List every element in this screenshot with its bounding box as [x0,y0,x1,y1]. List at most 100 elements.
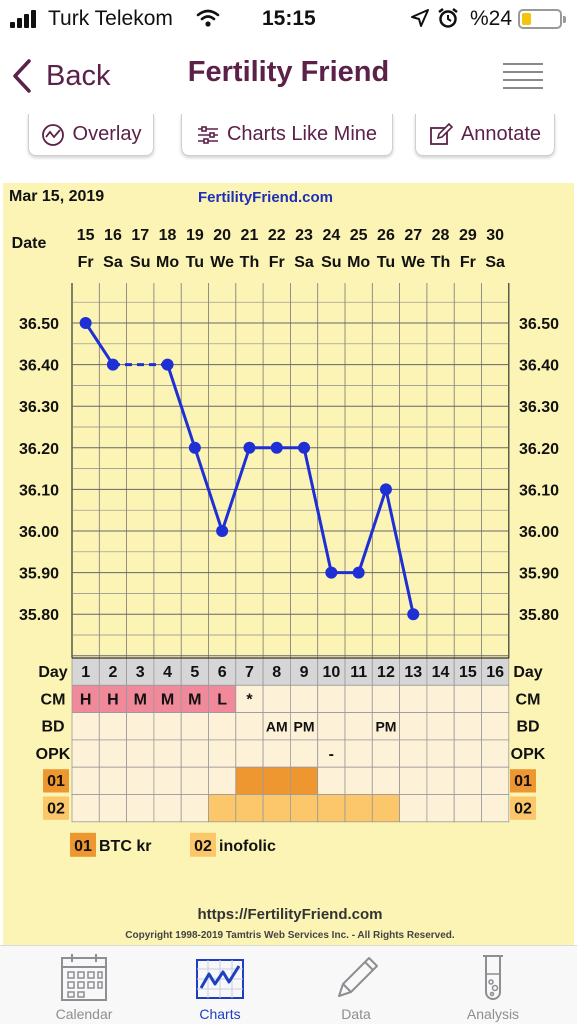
temperature-point[interactable] [188,441,201,454]
row-cell-opk[interactable] [262,739,291,768]
row-cell-opk[interactable] [481,739,510,768]
row-cell-r02[interactable] [262,794,291,823]
row-cell-bd[interactable] [426,712,455,741]
row-cell-day[interactable] [262,657,291,686]
row-cell-bd[interactable] [126,712,155,741]
charts-like-mine-button[interactable]: Charts Like Mine [181,114,393,156]
row-cell-bd[interactable] [262,712,291,741]
row-cell-r01[interactable] [453,766,482,795]
row-cell-cm[interactable] [153,684,182,713]
row-cell-r02[interactable] [71,794,100,823]
row-cell-cm[interactable] [126,684,155,713]
row-cell-r01[interactable] [153,766,182,795]
row-cell-day[interactable] [426,657,455,686]
row-cell-bd[interactable] [344,712,373,741]
row-cell-r01[interactable] [71,766,100,795]
row-cell-r02[interactable] [98,794,128,823]
row-cell-r02[interactable] [399,794,428,823]
row-cell-r01[interactable] [180,766,209,795]
row-cell-r01[interactable] [426,766,455,795]
row-cell-cm[interactable] [481,684,510,713]
row-cell-cm[interactable] [262,684,291,713]
temperature-point[interactable] [106,358,119,371]
row-cell-bd[interactable] [235,712,264,741]
row-cell-opk[interactable] [71,739,100,768]
row-cell-opk[interactable] [180,739,209,768]
row-cell-day[interactable] [126,657,155,686]
row-cell-cm[interactable] [98,684,128,713]
row-cell-bd[interactable] [180,712,209,741]
row-cell-opk[interactable] [153,739,182,768]
row-cell-bd[interactable] [71,712,100,741]
row-cell-r02[interactable] [481,794,510,823]
row-cell-cm[interactable] [371,684,400,713]
row-cell-r02[interactable] [289,794,319,823]
row-cell-opk[interactable] [371,739,400,768]
row-cell-opk[interactable] [344,739,373,768]
row-cell-opk[interactable] [126,739,155,768]
row-cell-cm[interactable] [180,684,209,713]
row-cell-bd[interactable] [317,712,346,741]
row-cell-r02[interactable] [235,794,264,823]
tab-analysis[interactable]: Analysis [421,946,565,1024]
row-cell-r02[interactable] [371,794,400,823]
row-cell-opk[interactable] [453,739,482,768]
tab-charts[interactable]: Charts [148,946,292,1024]
temperature-point[interactable] [161,358,174,371]
row-cell-opk[interactable] [235,739,264,768]
row-cell-day[interactable] [71,657,100,686]
temperature-point[interactable] [270,441,283,454]
row-cell-r02[interactable] [453,794,482,823]
row-cell-r01[interactable] [126,766,155,795]
row-cell-bd[interactable] [208,712,237,741]
row-cell-opk[interactable] [289,739,319,768]
row-cell-day[interactable] [153,657,182,686]
temperature-point[interactable] [407,608,420,621]
temperature-point[interactable] [298,441,311,454]
row-cell-cm[interactable] [399,684,428,713]
tab-calendar[interactable]: Calendar [12,946,156,1024]
row-cell-r01[interactable] [481,766,510,795]
row-cell-day[interactable] [344,657,373,686]
row-cell-opk[interactable] [426,739,455,768]
row-cell-opk[interactable] [317,739,346,768]
row-cell-r02[interactable] [126,794,155,823]
row-cell-cm[interactable] [426,684,455,713]
row-cell-r01[interactable] [98,766,128,795]
row-cell-r01[interactable] [208,766,237,795]
row-cell-r01[interactable] [371,766,400,795]
temperature-point[interactable] [243,441,256,454]
annotate-button[interactable]: Annotate [415,114,555,156]
row-cell-cm[interactable] [344,684,373,713]
row-cell-r02[interactable] [180,794,209,823]
row-cell-r02[interactable] [344,794,373,823]
tab-data[interactable]: Data [284,946,428,1024]
temperature-point[interactable] [325,566,338,579]
row-cell-day[interactable] [371,657,400,686]
hamburger-menu-icon[interactable] [503,62,543,90]
row-cell-cm[interactable] [453,684,482,713]
back-button[interactable]: Back [12,54,110,98]
row-cell-r01[interactable] [317,766,346,795]
row-cell-r01[interactable] [289,766,319,795]
row-cell-opk[interactable] [399,739,428,768]
temperature-point[interactable] [216,525,229,537]
temperature-point[interactable] [79,317,92,329]
row-cell-r02[interactable] [317,794,346,823]
temperature-point[interactable] [352,566,365,579]
row-cell-bd[interactable] [481,712,510,741]
temperature-point[interactable] [379,483,392,496]
row-cell-cm[interactable] [71,684,100,713]
row-cell-r01[interactable] [399,766,428,795]
row-cell-bd[interactable] [453,712,482,741]
row-cell-cm[interactable] [317,684,346,713]
row-cell-opk[interactable] [208,739,237,768]
row-cell-bd[interactable] [98,712,128,741]
row-cell-cm[interactable] [235,684,264,713]
row-cell-cm[interactable] [289,684,319,713]
row-cell-r01[interactable] [262,766,291,795]
row-cell-r02[interactable] [426,794,455,823]
row-cell-bd[interactable] [399,712,428,741]
row-cell-r02[interactable] [153,794,182,823]
